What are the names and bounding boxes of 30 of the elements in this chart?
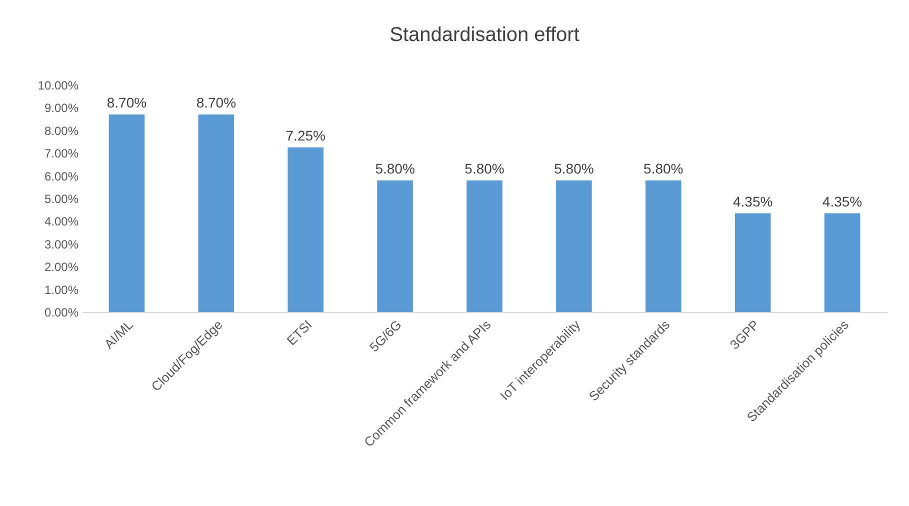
y-tick-label: 10.00%: [38, 78, 79, 92]
data-label: 7.25%: [286, 127, 326, 144]
bar: [734, 213, 771, 312]
bar: [556, 180, 592, 312]
data-label: 5.80%: [375, 160, 415, 176]
y-tick-label: 5.00%: [44, 192, 79, 206]
bar: [288, 147, 324, 312]
data-label: 5.80%: [644, 160, 684, 176]
data-label: 8.70%: [196, 94, 236, 111]
y-tick-label: 1.00%: [44, 282, 79, 297]
y-tick-label: 2.00%: [44, 260, 79, 274]
data-label: 5.80%: [554, 160, 594, 176]
y-tick-label: 4.00%: [44, 214, 79, 229]
data-label: 5.80%: [464, 160, 504, 176]
bar: [466, 180, 502, 312]
data-label: 4.35%: [822, 193, 862, 210]
bar: [646, 180, 682, 312]
y-tick-label: 0.00%: [44, 306, 79, 320]
data-label: 4.35%: [732, 193, 773, 210]
y-tick-label: 3.00%: [44, 237, 79, 252]
y-tick-label: 7.00%: [44, 146, 79, 161]
bar: [198, 114, 234, 312]
bar: [377, 180, 413, 312]
y-tick-label: 8.00%: [44, 124, 79, 138]
bar: [824, 213, 860, 312]
y-tick-label: 6.00%: [44, 169, 79, 184]
data-label: 8.70%: [106, 94, 147, 111]
bar: [108, 114, 145, 312]
y-tick-label: 9.00%: [44, 101, 79, 116]
chart-title: Standardisation effort: [390, 24, 580, 46]
